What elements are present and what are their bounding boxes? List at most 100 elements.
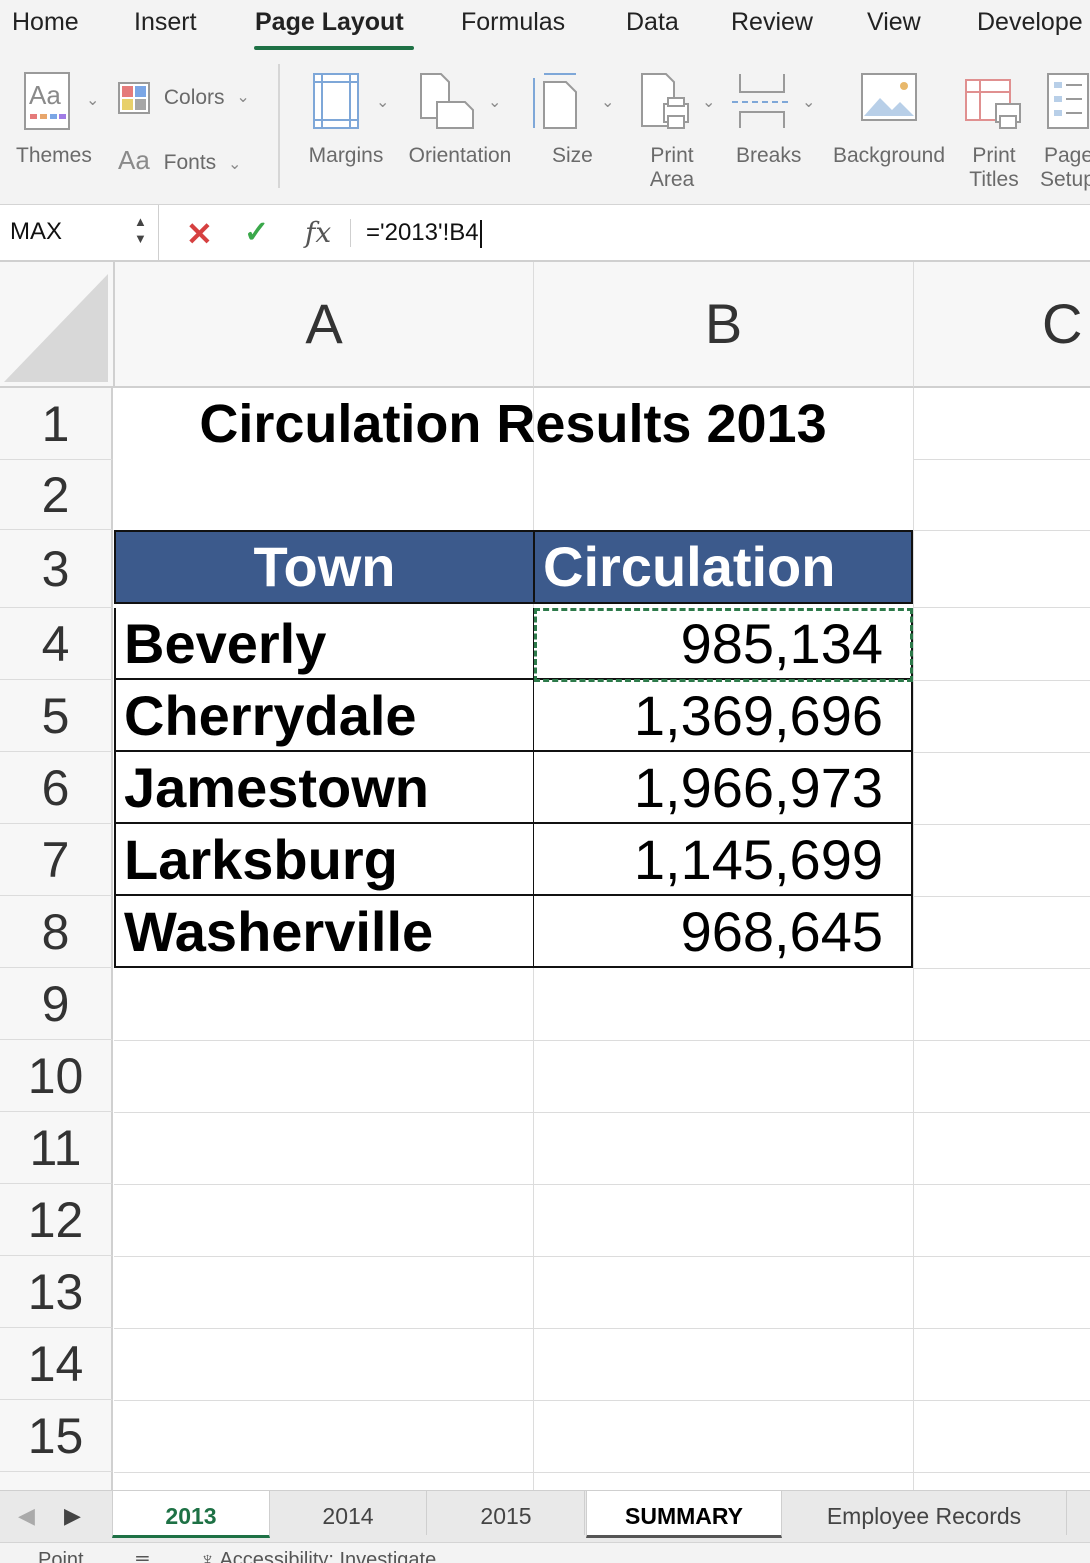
next-sheet-icon[interactable]: ▶: [64, 1503, 81, 1528]
name-box[interactable]: MAX ▲ ▼: [0, 205, 159, 260]
size-chevron-down-icon[interactable]: ⌄: [601, 94, 615, 111]
table-header-town[interactable]: Town: [114, 530, 535, 604]
row-header[interactable]: 12: [0, 1184, 113, 1256]
sheet-tab-2015[interactable]: 2015: [428, 1491, 585, 1535]
row-header[interactable]: 10: [0, 1040, 113, 1112]
sheet-tab-employee-records[interactable]: Employee Records: [782, 1491, 1067, 1535]
breaks-button[interactable]: Breaks: [732, 72, 812, 168]
print-area-button[interactable]: Print Area: [632, 72, 712, 192]
orientation-label: Orientation: [408, 144, 512, 167]
name-box-value: MAX: [10, 218, 63, 245]
column-header-b[interactable]: B: [534, 262, 914, 388]
print-titles-label-2: Titles: [969, 168, 1019, 191]
town-cell[interactable]: Jamestown: [114, 752, 533, 824]
page-setup-button[interactable]: Page Setup: [1040, 72, 1090, 192]
size-button[interactable]: Size: [530, 72, 614, 168]
themes-chevron-down-icon[interactable]: ⌄: [86, 92, 100, 109]
macro-recording-icon[interactable]: ≣: [134, 1551, 151, 1563]
breaks-label: Breaks: [736, 144, 802, 167]
tab-insert[interactable]: Insert: [134, 8, 197, 36]
size-label: Size: [552, 144, 593, 167]
row-header[interactable]: 7: [0, 824, 113, 896]
row-header[interactable]: 2: [0, 460, 113, 530]
print-area-chevron-down-icon[interactable]: ⌄: [702, 94, 716, 111]
insert-function-icon[interactable]: fx: [305, 216, 332, 249]
themes-label: Themes: [16, 144, 92, 167]
tab-home[interactable]: Home: [12, 8, 79, 36]
enter-formula-icon[interactable]: ✓: [244, 216, 270, 249]
print-titles-button[interactable]: Print Titles: [962, 72, 1026, 192]
row-header[interactable]: 13: [0, 1256, 113, 1328]
name-box-stepper-icon[interactable]: ▲ ▼: [134, 214, 147, 246]
row-header[interactable]: 9: [0, 968, 113, 1040]
tab-view[interactable]: View: [867, 8, 921, 36]
colors-button[interactable]: Colors ⌄: [118, 82, 250, 114]
active-tab-indicator: [254, 46, 414, 50]
fonts-chevron-down-icon: ⌄: [228, 156, 242, 173]
ribbon: Home Insert Page Layout Formulas Data Re…: [0, 0, 1090, 205]
town-cell[interactable]: Larksburg: [114, 824, 533, 896]
column-header-c[interactable]: C: [914, 262, 1090, 388]
cancel-formula-icon[interactable]: ✕: [186, 216, 213, 252]
status-mode: Point: [38, 1549, 84, 1563]
status-bar: Point ≣ ♆ Accessibility: Investigate: [0, 1542, 1090, 1563]
row-header-partial[interactable]: [0, 1472, 113, 1490]
tab-formulas[interactable]: Formulas: [461, 8, 566, 36]
background-image-icon: [861, 73, 917, 121]
row-header[interactable]: 1: [0, 388, 113, 460]
row-header[interactable]: 14: [0, 1328, 113, 1400]
colors-label: Colors: [163, 86, 225, 109]
gridline: [914, 824, 1090, 825]
orientation-chevron-down-icon[interactable]: ⌄: [488, 94, 502, 111]
themes-button[interactable]: Aa Themes: [14, 72, 98, 168]
column-header-a[interactable]: A: [115, 262, 534, 388]
previous-sheet-icon[interactable]: ◀: [18, 1503, 35, 1528]
sheet-title-cell[interactable]: Circulation Results 2013: [199, 394, 827, 454]
row-header[interactable]: 15: [0, 1400, 113, 1472]
table-header-circulation[interactable]: Circulation: [533, 530, 913, 604]
formula-input[interactable]: ='2013'!B4: [366, 219, 482, 248]
tab-data[interactable]: Data: [626, 8, 679, 36]
circulation-cell[interactable]: 968,645: [533, 896, 913, 968]
town-cell[interactable]: Washerville: [114, 896, 533, 968]
text-cursor: [479, 219, 482, 248]
town-cell[interactable]: Cherrydale: [114, 680, 533, 752]
row-header[interactable]: 3: [0, 530, 113, 608]
fonts-icon: Aa: [118, 145, 150, 175]
margins-button[interactable]: Margins: [304, 72, 388, 168]
background-button[interactable]: Background: [828, 72, 950, 168]
tab-developer[interactable]: Develope: [977, 8, 1083, 36]
orientation-button[interactable]: Orientation: [403, 72, 517, 168]
circulation-cell[interactable]: 1,145,699: [533, 824, 913, 896]
select-all-button[interactable]: [0, 262, 115, 388]
print-titles-icon: [965, 79, 1021, 129]
fonts-label: Fonts: [163, 151, 217, 174]
row-header[interactable]: 4: [0, 608, 113, 680]
circulation-cell[interactable]: 1,966,973: [533, 752, 913, 824]
sheet-tab-summary[interactable]: SUMMARY: [586, 1491, 782, 1538]
spreadsheet-grid[interactable]: A B C 1 2 3 4 5 6 7 8 9 10 11 12 13 14 1…: [0, 262, 1090, 1490]
themes-icon: Aa: [24, 72, 70, 130]
accessibility-status[interactable]: ♆ Accessibility: Investigate: [200, 1549, 436, 1563]
town-cell[interactable]: Beverly: [114, 608, 533, 680]
ribbon-tabs: Home Insert Page Layout Formulas Data Re…: [0, 0, 1090, 54]
row-header[interactable]: 6: [0, 752, 113, 824]
margins-chevron-down-icon[interactable]: ⌄: [376, 94, 390, 111]
tab-review[interactable]: Review: [731, 8, 813, 36]
gridline: [914, 896, 1090, 897]
page-setup-icon: [1047, 73, 1089, 129]
circulation-cell[interactable]: 1,369,696: [533, 680, 913, 752]
sheet-tab-bar: ◀ ▶ 2013 2014 2015 SUMMARY Employee Reco…: [0, 1490, 1090, 1543]
row-header[interactable]: 11: [0, 1112, 113, 1184]
ribbon-group-divider: [278, 64, 280, 188]
breaks-chevron-down-icon[interactable]: ⌄: [802, 94, 816, 111]
fonts-button[interactable]: Aa Fonts ⌄: [118, 145, 242, 177]
row-header[interactable]: 8: [0, 896, 113, 968]
sheet-tab-2014[interactable]: 2014: [270, 1491, 427, 1535]
margins-icon: [313, 73, 359, 129]
gridline: [114, 1256, 1090, 1257]
tab-page-layout[interactable]: Page Layout: [255, 8, 404, 36]
row-header[interactable]: 5: [0, 680, 113, 752]
breaks-icon: [732, 74, 792, 128]
sheet-tab-2013[interactable]: 2013: [112, 1491, 270, 1538]
